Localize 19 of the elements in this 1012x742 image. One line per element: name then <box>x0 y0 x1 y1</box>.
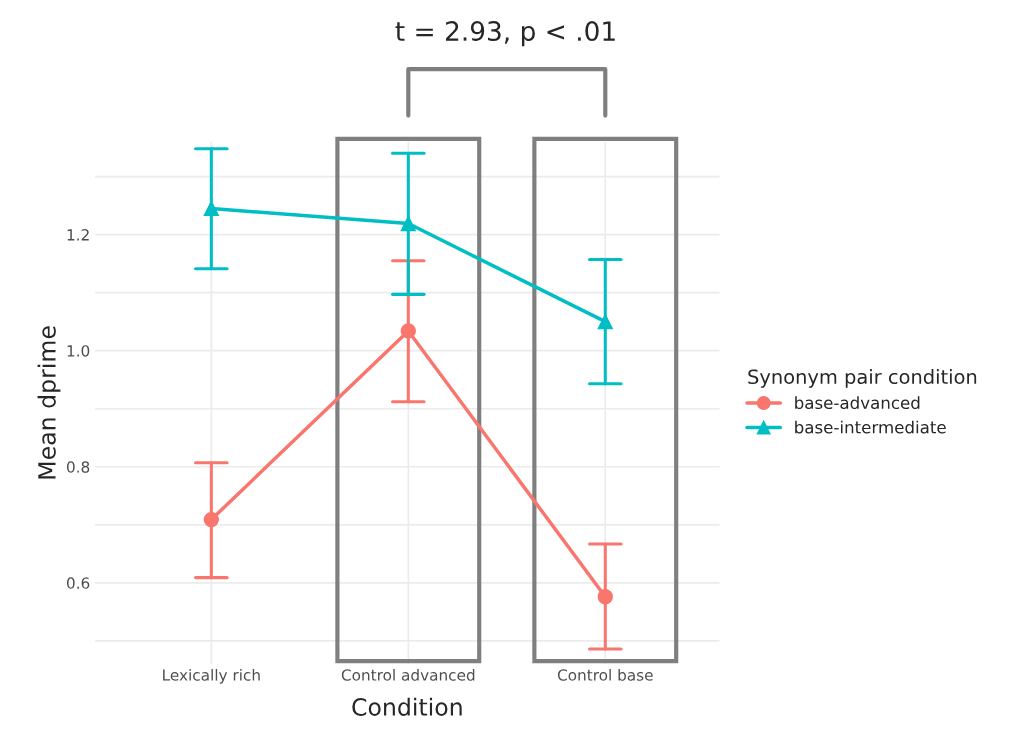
x-tick-label: Control base <box>557 668 653 681</box>
point <box>597 314 613 330</box>
legend-title: Synonym pair condition <box>748 369 977 388</box>
y-tick-label: 1.2 <box>67 229 89 241</box>
x-tick-label: Lexically rich <box>163 668 260 684</box>
y-tick-label: 1.0 <box>67 345 90 357</box>
legend-label: base-intermediate <box>795 420 946 434</box>
y-tick-label: 0.8 <box>66 461 90 473</box>
point <box>400 215 416 232</box>
legend-label: base-advanced <box>795 396 920 410</box>
x-axis-title: Condition <box>352 697 462 716</box>
chart-title: t = 2.93, p < .01 <box>395 21 615 47</box>
y-axis-title: Mean dprime <box>37 326 61 479</box>
x-tick-label: Control advanced <box>341 668 475 681</box>
point <box>400 323 416 339</box>
point <box>203 511 219 528</box>
point <box>597 589 613 605</box>
point <box>203 200 219 217</box>
y-tick-label: 0.6 <box>66 577 90 589</box>
